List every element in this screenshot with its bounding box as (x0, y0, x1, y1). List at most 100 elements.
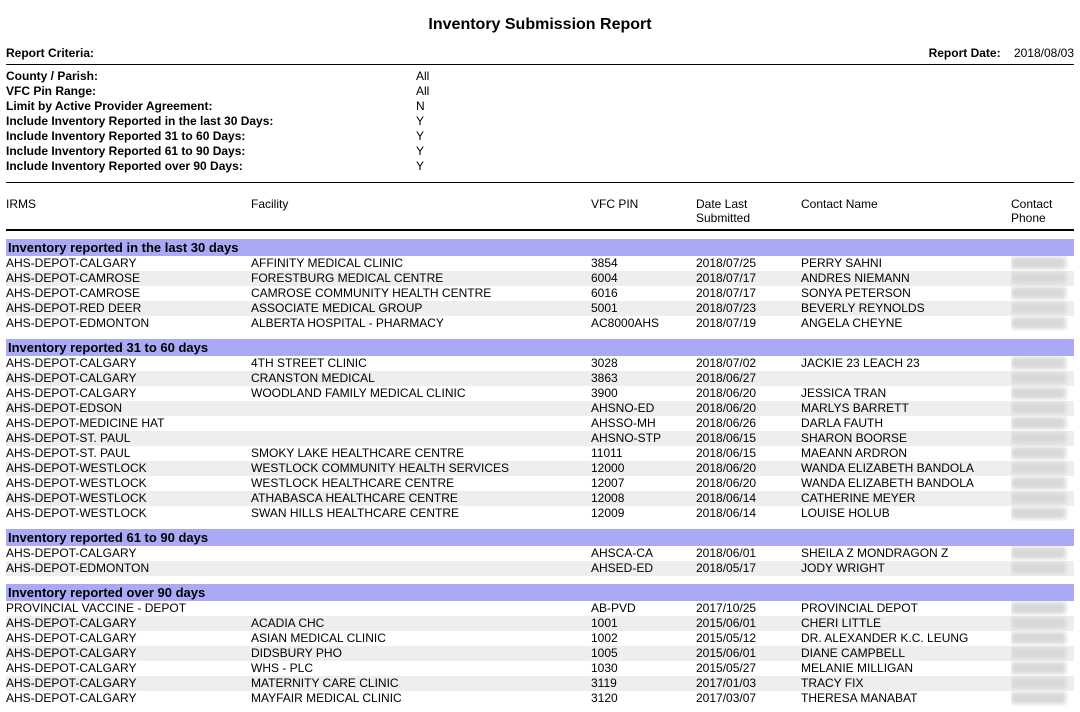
cell-contact-name: WANDA ELIZABETH BANDOLA (801, 476, 1011, 491)
redacted-phone: xxx (1011, 507, 1066, 519)
cell-contact-name: DIANE CAMPBELL (801, 646, 1011, 661)
cell-contact-name: PERRY SAHNI (801, 256, 1011, 271)
cell-irms: AHS-DEPOT-WESTLOCK (6, 476, 251, 491)
table-row: AHS-DEPOT-CALGARYMATERNITY CARE CLINIC31… (6, 676, 1074, 691)
redacted-phone: xxx (1011, 692, 1066, 704)
cell-contact-name: ANDRES NIEMANN (801, 271, 1011, 286)
cell-contact-name: TRACY FIX (801, 676, 1011, 691)
cell-date: 2015/05/12 (696, 631, 801, 646)
cell-vfc-pin: AHSCA-CA (591, 546, 696, 561)
section-header: Inventory reported over 90 days (6, 584, 1074, 601)
cell-contact-name: MARLYS BARRETT (801, 401, 1011, 416)
cell-vfc-pin: 1005 (591, 646, 696, 661)
cell-date: 2018/06/15 (696, 431, 801, 446)
cell-irms: AHS-DEPOT-ST. PAUL (6, 446, 251, 461)
redacted-phone: xxx (1011, 462, 1066, 474)
col-date-last-submitted: Date Last Submitted (696, 197, 801, 225)
cell-facility (251, 561, 591, 576)
table-row: AHS-DEPOT-WESTLOCKATHABASCA HEALTHCARE C… (6, 491, 1074, 506)
cell-date: 2018/05/17 (696, 561, 801, 576)
cell-contact-name: SHARON BOORSE (801, 431, 1011, 446)
cell-contact-phone: xxx (1011, 476, 1071, 491)
report-body: Inventory reported in the last 30 daysAH… (6, 239, 1074, 706)
redacted-phone: xxx (1011, 317, 1066, 329)
redacted-phone: xxx (1011, 647, 1066, 659)
cell-irms: AHS-DEPOT-CALGARY (6, 356, 251, 371)
criteria-label: Include Inventory Reported 31 to 60 Days… (6, 129, 416, 144)
cell-date: 2018/07/17 (696, 286, 801, 301)
cell-irms: AHS-DEPOT-WESTLOCK (6, 491, 251, 506)
cell-contact-name (801, 371, 1011, 386)
section-rows: AHS-DEPOT-CALGARYAHSCA-CA2018/06/01SHEIL… (6, 546, 1074, 576)
cell-contact-phone: xxx (1011, 546, 1071, 561)
cell-vfc-pin: AHSSO-MH (591, 416, 696, 431)
criteria-table: County / Parish:AllVFC Pin Range:AllLimi… (6, 69, 437, 174)
criteria-label: County / Parish: (6, 69, 416, 84)
cell-contact-phone: xxx (1011, 561, 1071, 576)
table-row: AHS-DEPOT-CALGARYASIAN MEDICAL CLINIC100… (6, 631, 1074, 646)
table-row: AHS-DEPOT-CAMROSECAMROSE COMMUNITY HEALT… (6, 286, 1074, 301)
table-row: AHS-DEPOT-ST. PAULAHSNO-STP2018/06/15SHA… (6, 431, 1074, 446)
cell-contact-name: DARLA FAUTH (801, 416, 1011, 431)
cell-facility: ALBERTA HOSPITAL - PHARMACY (251, 316, 591, 331)
cell-date: 2017/01/03 (696, 676, 801, 691)
cell-date: 2018/06/20 (696, 461, 801, 476)
table-row: AHS-DEPOT-ST. PAULSMOKY LAKE HEALTHCARE … (6, 446, 1074, 461)
report-date-label: Report Date: (929, 46, 1001, 60)
criteria-label: Include Inventory Reported over 90 Days: (6, 159, 416, 174)
cell-date: 2018/06/20 (696, 401, 801, 416)
redacted-phone: xxx (1011, 432, 1066, 444)
cell-facility: SWAN HILLS HEALTHCARE CENTRE (251, 506, 591, 521)
criteria-label: VFC Pin Range: (6, 84, 416, 99)
cell-irms: AHS-DEPOT-CALGARY (6, 546, 251, 561)
cell-vfc-pin: 12008 (591, 491, 696, 506)
cell-vfc-pin: 12000 (591, 461, 696, 476)
cell-vfc-pin: 1001 (591, 616, 696, 631)
cell-irms: AHS-DEPOT-CAMROSE (6, 286, 251, 301)
redacted-phone: xxx (1011, 477, 1066, 489)
cell-contact-phone: xxx (1011, 286, 1071, 301)
col-vfc-pin: VFC PIN (591, 197, 696, 225)
cell-date: 2017/03/07 (696, 691, 801, 706)
redacted-phone: xxx (1011, 447, 1066, 459)
redacted-phone: xxx (1011, 632, 1066, 644)
redacted-phone: xxx (1011, 562, 1066, 574)
cell-contact-name: WANDA ELIZABETH BANDOLA (801, 461, 1011, 476)
cell-irms: AHS-DEPOT-CALGARY (6, 371, 251, 386)
cell-contact-phone: xxx (1011, 646, 1071, 661)
report-date-value: 2018/08/03 (1014, 46, 1074, 60)
cell-date: 2018/06/20 (696, 386, 801, 401)
cell-vfc-pin: 5001 (591, 301, 696, 316)
cell-vfc-pin: AHSNO-ED (591, 401, 696, 416)
cell-facility: WESTLOCK COMMUNITY HEALTH SERVICES (251, 461, 591, 476)
cell-contact-phone: xxx (1011, 431, 1071, 446)
criteria-label: Include Inventory Reported 61 to 90 Days… (6, 144, 416, 159)
cell-facility (251, 401, 591, 416)
cell-contact-phone: xxx (1011, 386, 1071, 401)
table-row: AHS-DEPOT-CALGARYMAYFAIR MEDICAL CLINIC3… (6, 691, 1074, 706)
redacted-phone: xxx (1011, 417, 1066, 429)
cell-irms: AHS-DEPOT-MEDICINE HAT (6, 416, 251, 431)
criteria-label: Include Inventory Reported in the last 3… (6, 114, 416, 129)
redacted-phone: xxx (1011, 387, 1066, 399)
redacted-phone: xxx (1011, 602, 1066, 614)
redacted-phone: xxx (1011, 547, 1066, 559)
cell-vfc-pin: AC8000AHS (591, 316, 696, 331)
cell-vfc-pin: 1030 (591, 661, 696, 676)
cell-contact-name: MAEANN ARDRON (801, 446, 1011, 461)
cell-date: 2018/06/15 (696, 446, 801, 461)
table-row: AHS-DEPOT-CALGARYACADIA CHC10012015/06/0… (6, 616, 1074, 631)
cell-vfc-pin: 3120 (591, 691, 696, 706)
table-row: AHS-DEPOT-MEDICINE HATAHSSO-MH2018/06/26… (6, 416, 1074, 431)
table-row: AHS-DEPOT-WESTLOCKWESTLOCK HEALTHCARE CE… (6, 476, 1074, 491)
cell-facility: WESTLOCK HEALTHCARE CENTRE (251, 476, 591, 491)
cell-contact-name: JACKIE 23 LEACH 23 (801, 356, 1011, 371)
table-row: AHS-DEPOT-CALGARYAFFINITY MEDICAL CLINIC… (6, 256, 1074, 271)
cell-vfc-pin: 3119 (591, 676, 696, 691)
table-row: AHS-DEPOT-CALGARYWHS - PLC10302015/05/27… (6, 661, 1074, 676)
cell-facility (251, 601, 591, 616)
cell-irms: AHS-DEPOT-WESTLOCK (6, 506, 251, 521)
cell-contact-name: LOUISE HOLUB (801, 506, 1011, 521)
cell-date: 2017/10/25 (696, 601, 801, 616)
redacted-phone: xxx (1011, 302, 1066, 314)
